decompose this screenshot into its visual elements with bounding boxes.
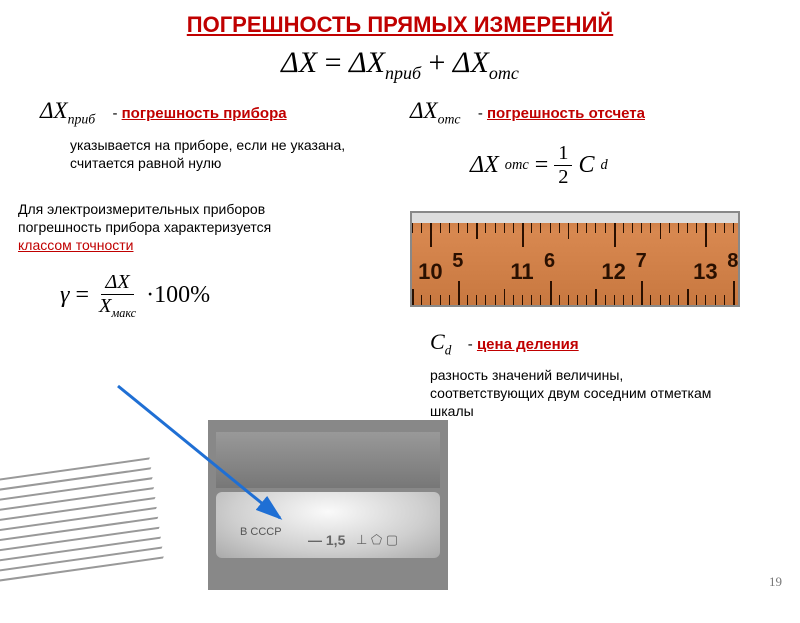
- mf-r1-sub: приб: [385, 63, 421, 83]
- main-formula: ΔX = ΔXприб + ΔXотс: [0, 46, 800, 84]
- cd-line: Cd - цена деления: [430, 329, 800, 358]
- ruler-image: 10 11 12 13 5 6 7 8: [410, 211, 740, 307]
- ruler-top-num: 13: [693, 259, 717, 285]
- left-dash: -: [112, 105, 121, 122]
- cd-sym: C: [430, 329, 445, 354]
- gamma-den-base: X: [99, 295, 111, 317]
- ruler-top-num: 10: [418, 259, 442, 285]
- photo-symbols: ⊥ ⬠ ▢: [356, 532, 398, 548]
- sym-dx-prib: ΔX: [40, 98, 68, 123]
- right-column: ΔXотс - погрешность отсчета ΔXотс = 1 2 …: [400, 98, 800, 421]
- sym-dx-prib-sub: приб: [68, 112, 96, 127]
- left-label: погрешность прибора: [122, 105, 287, 122]
- left-desc2-pre: Для электроизмерительных приборов погреш…: [18, 201, 271, 235]
- gamma-formula: γ = ΔX Xмакс ·100%: [60, 271, 400, 321]
- ots-tail-sub: d: [601, 157, 608, 174]
- left-desc1: указывается на приборе, если не указана,…: [70, 136, 360, 172]
- photo-country-label: В СССР: [240, 526, 282, 538]
- cd-dash: -: [468, 336, 477, 353]
- mf-r2: ΔX: [453, 46, 489, 79]
- right-dash: -: [478, 105, 487, 122]
- cd-label: цена деления: [477, 336, 579, 353]
- ots-frac: 1 2: [554, 142, 572, 189]
- ots-num: 1: [554, 142, 572, 166]
- sym-dx-ots-sub: отс: [438, 112, 461, 127]
- gamma-frac: ΔX Xмакс: [95, 271, 140, 321]
- slide-title: ПОГРЕШНОСТЬ ПРЯМЫХ ИЗМЕРЕНИЙ: [0, 0, 800, 38]
- left-column: ΔXприб - погрешность прибора указывается…: [0, 98, 400, 421]
- page-number: 19: [769, 574, 782, 590]
- right-label: погрешность отсчета: [487, 105, 645, 122]
- ots-den: 2: [554, 166, 572, 189]
- ruler-top-num: 11: [510, 259, 533, 285]
- right-symbol-line: ΔXотс - погрешность отсчета: [410, 98, 800, 128]
- cd-sub: d: [445, 342, 452, 357]
- ots-formula: ΔX отс = 1 2 Cd: [470, 142, 800, 189]
- ruler-bottom-num: 8: [727, 250, 738, 273]
- mf-r1: ΔX: [349, 46, 385, 79]
- sym-dx-ots: ΔX: [410, 98, 438, 123]
- gamma-den: Xмакс: [95, 295, 140, 321]
- photo-accuracy-label: — 1,5: [308, 532, 345, 548]
- two-column-row: ΔXприб - погрешность прибора указывается…: [0, 98, 800, 421]
- gamma-eq: =: [75, 282, 89, 309]
- decorative-hatching: [0, 457, 169, 622]
- ots-eq: =: [535, 152, 549, 179]
- left-desc2: Для электроизмерительных приборов погреш…: [18, 200, 318, 255]
- ots-tail: C: [578, 152, 594, 179]
- ruler-top-num: 12: [601, 259, 625, 285]
- left-desc2-red: классом точности: [18, 237, 133, 253]
- ruler-bottom-num: 7: [636, 250, 647, 273]
- photo-bg-top: [216, 432, 440, 488]
- ots-lhs: ΔX: [470, 152, 499, 179]
- ruler-edge: [412, 213, 738, 223]
- cd-desc: разность значений величины, соответствую…: [430, 366, 730, 421]
- gamma-tail: ·100%: [146, 282, 210, 309]
- instrument-photo: В СССР — 1,5 ⊥ ⬠ ▢: [208, 420, 448, 590]
- photo-cylinder: В СССР — 1,5 ⊥ ⬠ ▢: [216, 492, 440, 558]
- left-symbol-line: ΔXприб - погрешность прибора: [40, 98, 400, 128]
- mf-eq: =: [325, 46, 349, 79]
- mf-plus: +: [429, 46, 453, 79]
- mf-r2-sub: отс: [489, 63, 519, 83]
- ruler-bottom-num: 6: [544, 250, 555, 273]
- ruler-ticks: 10 11 12 13 5 6 7 8: [412, 223, 738, 305]
- gamma-num: ΔX: [101, 271, 133, 295]
- ots-lhs-sub: отс: [505, 157, 529, 174]
- gamma-g: γ: [60, 282, 69, 309]
- mf-lhs: ΔX: [281, 46, 317, 79]
- gamma-den-sub: макс: [111, 306, 136, 320]
- ruler-bottom-num: 5: [452, 250, 463, 273]
